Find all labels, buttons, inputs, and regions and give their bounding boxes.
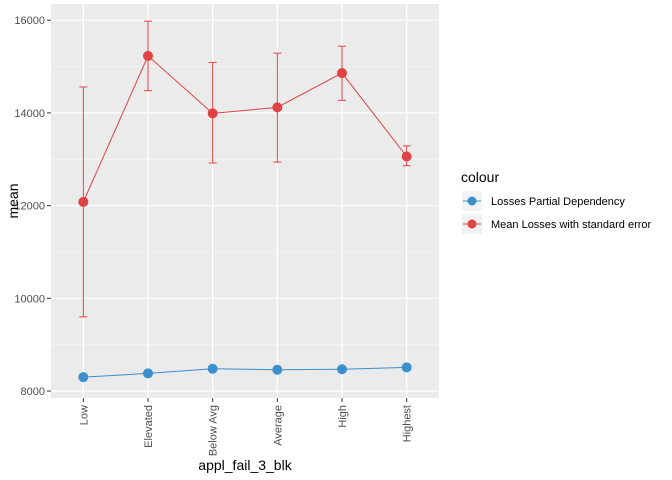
data-point	[207, 108, 218, 119]
data-point	[272, 102, 283, 113]
x-axis-ticks: Low Elevated Below Avg Average High Highest	[78, 398, 414, 456]
x-tick-label: Elevated	[143, 405, 155, 448]
series	[78, 362, 412, 383]
grid-minor	[51, 66, 439, 346]
y-axis-ticks: 8000 10000 12000 14000 16000	[14, 15, 51, 398]
legend-label: Mean Losses with standard error	[491, 219, 652, 231]
data-point	[143, 368, 153, 379]
x-tick-label: Low	[78, 405, 90, 425]
data-point	[78, 196, 89, 207]
y-axis-title: mean	[5, 183, 21, 218]
data-point	[401, 362, 412, 373]
series	[78, 20, 412, 318]
x-tick-label: Average	[272, 405, 284, 446]
data-point	[143, 50, 153, 61]
series-line	[83, 366, 407, 378]
y-tick-label: 10000	[14, 293, 45, 305]
legend-items: Losses Partial Dependency Mean Losses wit…	[462, 191, 652, 234]
data-point	[78, 372, 89, 383]
data-point	[272, 364, 283, 375]
legend-title: colour	[461, 169, 499, 185]
x-tick-label: High	[337, 405, 349, 428]
series-layer	[78, 20, 412, 383]
y-tick-label: 14000	[14, 108, 45, 120]
y-tick-label: 16000	[14, 15, 45, 27]
data-point	[337, 68, 347, 79]
legend-key-point	[467, 196, 477, 206]
panel-background	[51, 4, 439, 398]
y-tick-label: 8000	[21, 386, 45, 398]
y-tick-label: 12000	[14, 201, 45, 213]
legend-key-point	[467, 219, 477, 229]
series-line	[82, 55, 408, 203]
x-axis-title: appl_fail_3_blk	[198, 457, 292, 473]
data-point	[207, 363, 218, 374]
x-tick-label: Below Avg	[208, 405, 220, 456]
data-point	[401, 151, 412, 162]
data-point	[337, 364, 347, 375]
legend-label: Losses Partial Dependency	[491, 196, 625, 208]
x-tick-label: Highest	[402, 405, 414, 442]
legend: colour Losses Partial Dependency Mean Los…	[461, 169, 652, 234]
